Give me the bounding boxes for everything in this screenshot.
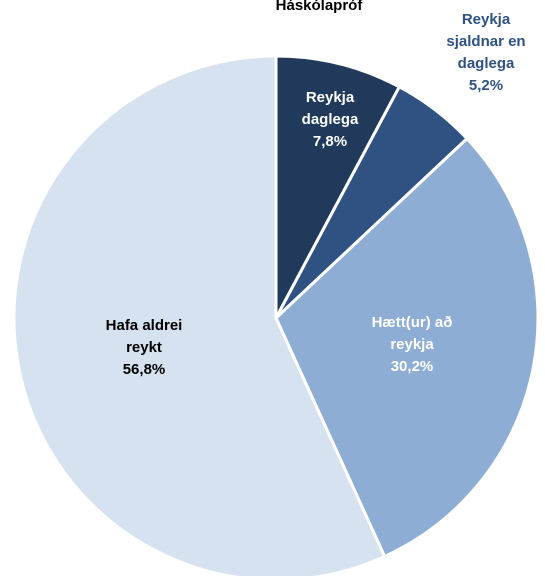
pie-slice-1 (274, 54, 401, 320)
data-label-2: Reykja sjaldnar en daglega 5,2% (446, 11, 525, 94)
chart-title: Háskólapróf (276, 0, 364, 14)
pie-slice-4 (12, 54, 387, 576)
pie-slices (12, 54, 540, 576)
pie-labels: Reykja daglega 7,8% Reykja sjaldnar en dagleg… (106, 11, 526, 378)
data-label-1: Reykja daglega 7,8% (302, 89, 359, 150)
data-label-3: Hætt(ur) að reykja 30,2% (372, 314, 453, 375)
data-label-4: Hafa aldrei reykt 56,8% (106, 317, 183, 378)
pie-slice-3 (274, 137, 540, 558)
